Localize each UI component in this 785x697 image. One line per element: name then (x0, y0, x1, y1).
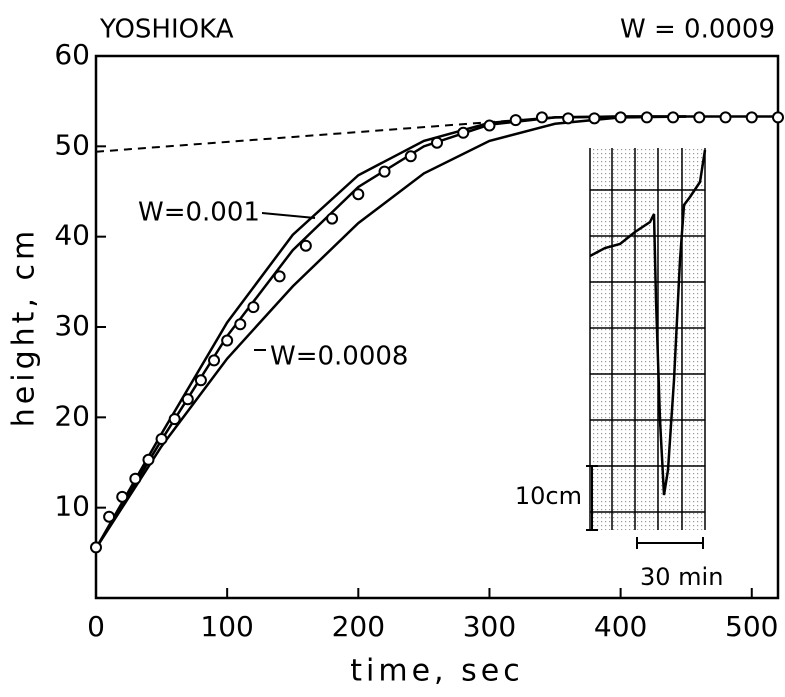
data-point (432, 138, 442, 148)
x-tick-label: 400 (594, 610, 647, 643)
x-tick-label: 100 (200, 610, 253, 643)
data-point (222, 336, 232, 346)
curve-label: W=0.001 (138, 198, 260, 228)
curve-label: W=0.0008 (270, 342, 408, 372)
data-point (773, 112, 783, 122)
data-point (235, 319, 245, 329)
inset-scale-label: 10cm (515, 482, 582, 510)
y-tick-label: 40 (54, 219, 90, 252)
x-tick-label: 300 (463, 610, 516, 643)
x-tick-label: 0 (87, 610, 105, 643)
data-point (117, 492, 127, 502)
data-point (616, 112, 626, 122)
data-point (275, 271, 285, 281)
data-point (353, 189, 363, 199)
data-point (104, 512, 114, 522)
chart-title: YOSHIOKA (99, 15, 234, 45)
data-point (694, 112, 704, 122)
data-point (327, 214, 337, 224)
x-axis-label: time, sec (350, 654, 523, 689)
data-point (170, 414, 180, 424)
data-point (406, 151, 416, 161)
y-tick-label: 60 (54, 38, 90, 71)
y-tick-label: 20 (54, 399, 90, 432)
data-point (209, 355, 219, 365)
y-tick-label: 30 (54, 309, 90, 342)
chart-subtitle: W = 0.0009 (620, 15, 775, 45)
data-point (458, 128, 468, 138)
x-tick-label: 500 (725, 610, 778, 643)
data-point (143, 455, 153, 465)
data-point (642, 112, 652, 122)
y-tick-label: 10 (54, 490, 90, 523)
inset-time-scale (637, 537, 703, 549)
data-point (380, 167, 390, 177)
data-point (183, 394, 193, 404)
label-leader (262, 213, 315, 218)
inset-strip-chart (586, 148, 705, 549)
data-point (130, 474, 140, 484)
data-point (511, 115, 521, 125)
data-point (668, 112, 678, 122)
data-point (721, 112, 731, 122)
data-point (91, 542, 101, 552)
data-point (484, 121, 494, 131)
data-point (537, 112, 547, 122)
x-tick-label: 200 (332, 610, 385, 643)
data-point (747, 112, 757, 122)
y-axis-label: height, cm (7, 227, 42, 427)
inset-paper (590, 148, 705, 530)
data-point (196, 375, 206, 385)
data-point (248, 302, 258, 312)
chart: YOSHIOKA W = 0.0009 time, sec height, cm… (0, 0, 785, 697)
y-tick-label: 50 (54, 128, 90, 161)
data-point (589, 113, 599, 123)
data-point (157, 434, 167, 444)
inset-scale-label: 30 min (640, 563, 723, 591)
data-point (301, 241, 311, 251)
data-point (563, 113, 573, 123)
